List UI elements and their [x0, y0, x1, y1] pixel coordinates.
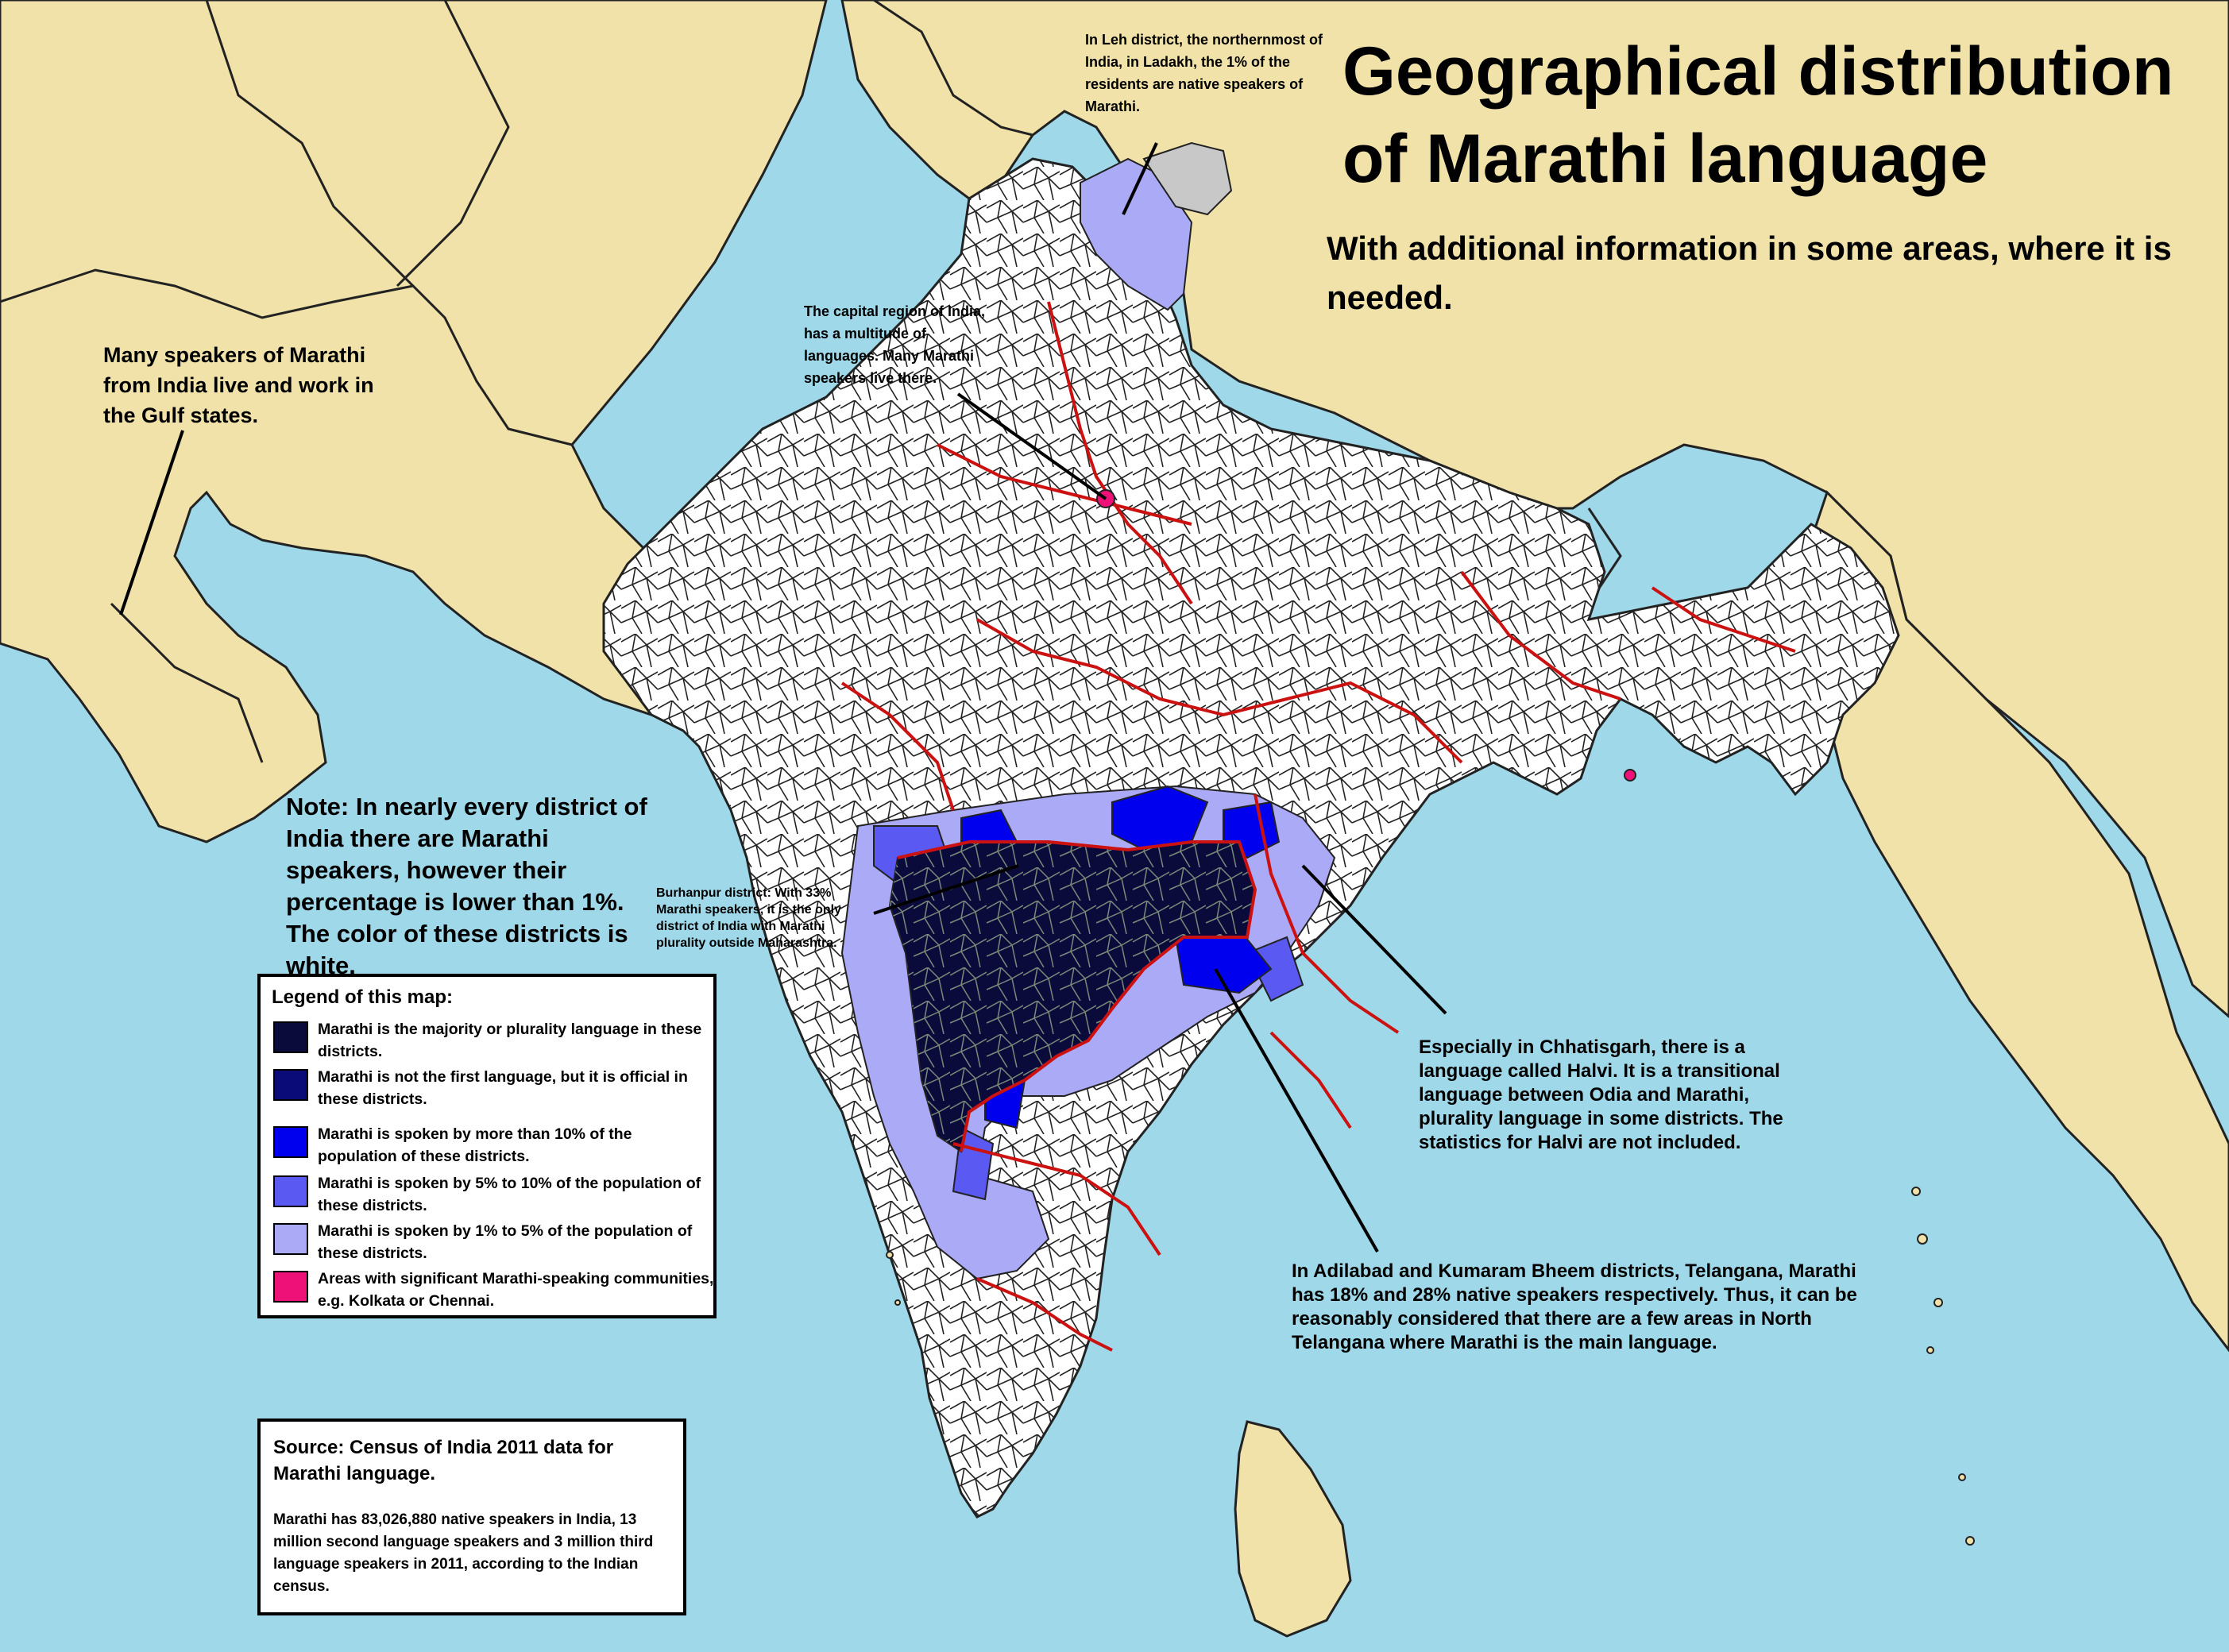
- source-title: Source: Census of India 2011 data for Ma…: [273, 1437, 614, 1484]
- aksai-chin-disputed: [1142, 141, 1233, 216]
- title-line-1: Geographical distribution: [1342, 33, 2174, 110]
- legend-item-communities: Areas with significant Marathi-speaking …: [273, 1268, 713, 1314]
- sri-lanka-land: [1234, 1420, 1352, 1638]
- marathi-areas: [840, 141, 1336, 1280]
- burhanpur-annotation: Burhanpur district: With 33% Marathi spe…: [656, 886, 841, 950]
- legend-label-majority: Marathi is the majority or plurality lan…: [318, 1021, 702, 1060]
- adilabad-leader: [1214, 968, 1379, 1253]
- delhi-annotation: The capital region of India, has a multi…: [804, 303, 986, 386]
- subtitle: With additional information in some area…: [1327, 230, 2172, 316]
- halvi-leader: [1301, 864, 1447, 1015]
- legend-title: Legend of this map:: [272, 986, 453, 1008]
- state-borders: [840, 301, 1796, 1352]
- burhanpur-leader: [873, 864, 1019, 915]
- legend-swatch-majority: [273, 1021, 308, 1053]
- legend-label-over-10: Marathi is spoken by more than 10% of th…: [318, 1125, 632, 1165]
- gulf-annotation: Many speakers of Marathi from India live…: [103, 343, 374, 427]
- legend-swatch-1-5: [273, 1223, 308, 1255]
- leader-lines: [119, 142, 1447, 1253]
- legend-swatch-over-10: [273, 1126, 308, 1158]
- source-box: Source: Census of India 2011 data for Ma…: [257, 1418, 686, 1615]
- adilabad-annotation: In Adilabad and Kumaram Bheem districts,…: [1292, 1260, 1857, 1353]
- legend-label-official: Marathi is not the first language, but i…: [318, 1068, 688, 1108]
- legend-swatch-official: [273, 1069, 308, 1101]
- legend-label-5-10: Marathi is spoken by 5% to 10% of the po…: [318, 1175, 701, 1214]
- legend-item-1-5: Marathi is spoken by 1% to 5% of the pop…: [273, 1220, 710, 1266]
- leh-annotation: In Leh district, the northernmost of Ind…: [1085, 32, 1323, 114]
- islands: [886, 1187, 1975, 1546]
- delhi-leader: [956, 392, 1107, 500]
- halvi-annotation: Especially in Chhatisgarh, there is a la…: [1419, 1036, 1783, 1153]
- kolkata-marker: [1624, 769, 1636, 782]
- legend-label-1-5: Marathi is spoken by 1% to 5% of the pop…: [318, 1222, 693, 1262]
- map-legend: Legend of this map: Marathi is the major…: [257, 974, 717, 1318]
- title-line-2: of Marathi language: [1342, 121, 1988, 197]
- gulf-leader: [119, 430, 184, 616]
- legend-item-majority: Marathi is the majority or plurality lan…: [273, 1018, 710, 1064]
- legend-item-5-10: Marathi is spoken by 5% to 10% of the po…: [273, 1172, 710, 1218]
- legend-label-communities: Areas with significant Marathi-speaking …: [318, 1270, 714, 1310]
- source-body: Marathi has 83,026,880 native speakers i…: [273, 1511, 654, 1595]
- legend-swatch-communities: [273, 1271, 308, 1303]
- myanmar-land: [1794, 490, 2229, 1353]
- majority-district-mesh: [890, 842, 1255, 1152]
- note-annotation: Note: In nearly every district of India …: [286, 793, 647, 979]
- legend-item-over-10: Marathi is spoken by more than 10% of th…: [273, 1123, 710, 1169]
- legend-item-official: Marathi is not the first language, but i…: [273, 1066, 710, 1112]
- legend-swatch-5-10: [273, 1175, 308, 1207]
- leh-leader: [1122, 142, 1158, 215]
